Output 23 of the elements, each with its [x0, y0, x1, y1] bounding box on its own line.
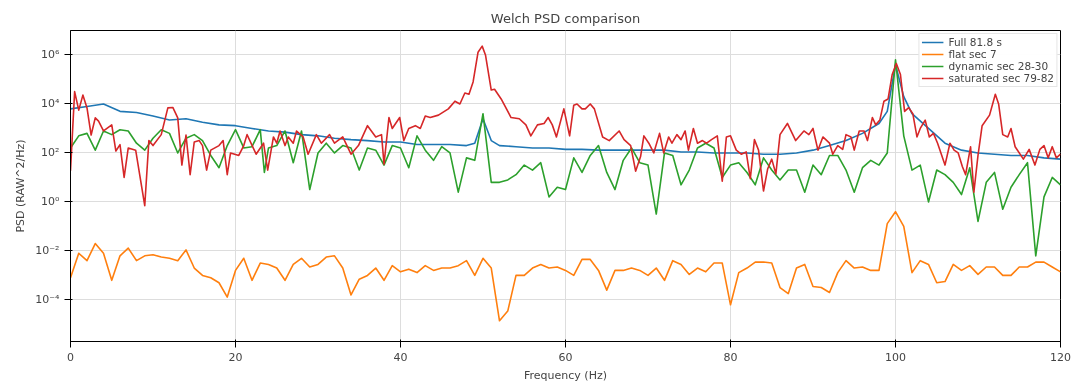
line-series: [70, 210, 1061, 322]
y-tick-label: 10⁶: [41, 48, 61, 62]
x-tick-label: 120: [1050, 350, 1071, 364]
legend-label: Full 81.8 s: [948, 36, 1002, 48]
legend-label: dynamic sec 28-30: [948, 60, 1049, 72]
x-tick-label: 100: [885, 350, 906, 364]
x-tick-label: 60: [558, 350, 573, 364]
y-tick-label: 10⁴: [41, 97, 61, 111]
x-axis-title: Frequency (Hz): [524, 368, 607, 382]
x-tick-label: 20: [228, 350, 243, 364]
legend-label: saturated sec 79-82: [948, 72, 1054, 84]
x-tick-label: 40: [393, 350, 408, 364]
chart-title: Welch PSD comparison: [490, 10, 641, 26]
y-tick-label: 10⁻²: [35, 244, 60, 258]
y-axis-title: PSD (RAW^2/Hz): [14, 139, 28, 233]
line-series: [70, 45, 1061, 207]
y-tick-label: 10⁰: [41, 195, 61, 209]
legend-label: flat sec 7: [948, 48, 997, 60]
x-tick-label: 0: [67, 350, 74, 364]
y-tick-label: 10⁻⁴: [35, 293, 61, 307]
line-series: [70, 59, 1061, 257]
x-tick-label: 80: [723, 350, 738, 364]
y-tick-label: 10²: [41, 146, 60, 160]
